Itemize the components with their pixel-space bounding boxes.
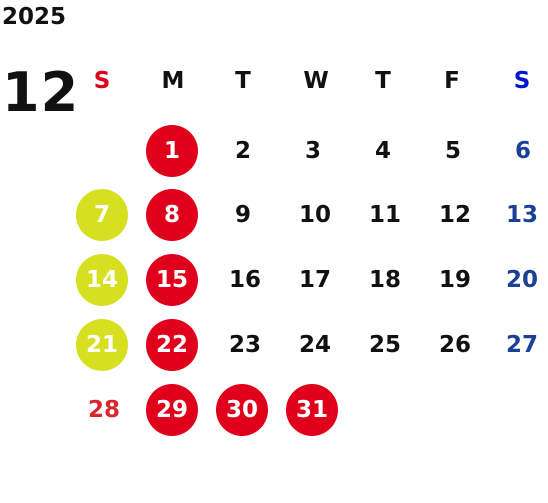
weekday-header-mon: M (161, 68, 185, 94)
day-2: 2 (234, 138, 251, 164)
weekday-header-sun: S (93, 68, 111, 94)
weekday-header-tue: T (235, 68, 251, 94)
day-31: 31 (286, 384, 338, 436)
day-19: 19 (438, 267, 471, 293)
weekday-header-sat: S (513, 68, 531, 94)
day-6: 6 (514, 138, 531, 164)
day-22: 22 (146, 319, 198, 371)
weekday-header-fri: F (444, 68, 460, 94)
day-27: 27 (505, 332, 538, 358)
day-9: 9 (234, 202, 251, 228)
day-3: 3 (304, 138, 321, 164)
day-14: 14 (76, 254, 128, 306)
day-24: 24 (298, 332, 331, 358)
day-16: 16 (228, 267, 261, 293)
day-13: 13 (505, 202, 538, 228)
day-26: 26 (438, 332, 471, 358)
day-10: 10 (298, 202, 331, 228)
day-18: 18 (368, 267, 401, 293)
weekday-header-thu: T (375, 68, 391, 94)
day-8: 8 (146, 189, 198, 241)
day-21: 21 (76, 319, 128, 371)
day-29: 29 (146, 384, 198, 436)
day-4: 4 (374, 138, 391, 164)
day-11: 11 (368, 202, 401, 228)
day-20: 20 (505, 267, 538, 293)
day-15: 15 (146, 254, 198, 306)
day-12: 12 (438, 202, 471, 228)
day-1: 1 (146, 125, 198, 177)
month-number: 12 (2, 61, 80, 124)
year-label: 2025 (2, 4, 67, 30)
weekday-header-wed: W (303, 68, 329, 94)
day-17: 17 (298, 267, 331, 293)
day-5: 5 (444, 138, 461, 164)
day-7: 7 (76, 189, 128, 241)
day-23: 23 (228, 332, 261, 358)
day-25: 25 (368, 332, 401, 358)
day-28: 28 (87, 397, 120, 423)
day-30: 30 (216, 384, 268, 436)
